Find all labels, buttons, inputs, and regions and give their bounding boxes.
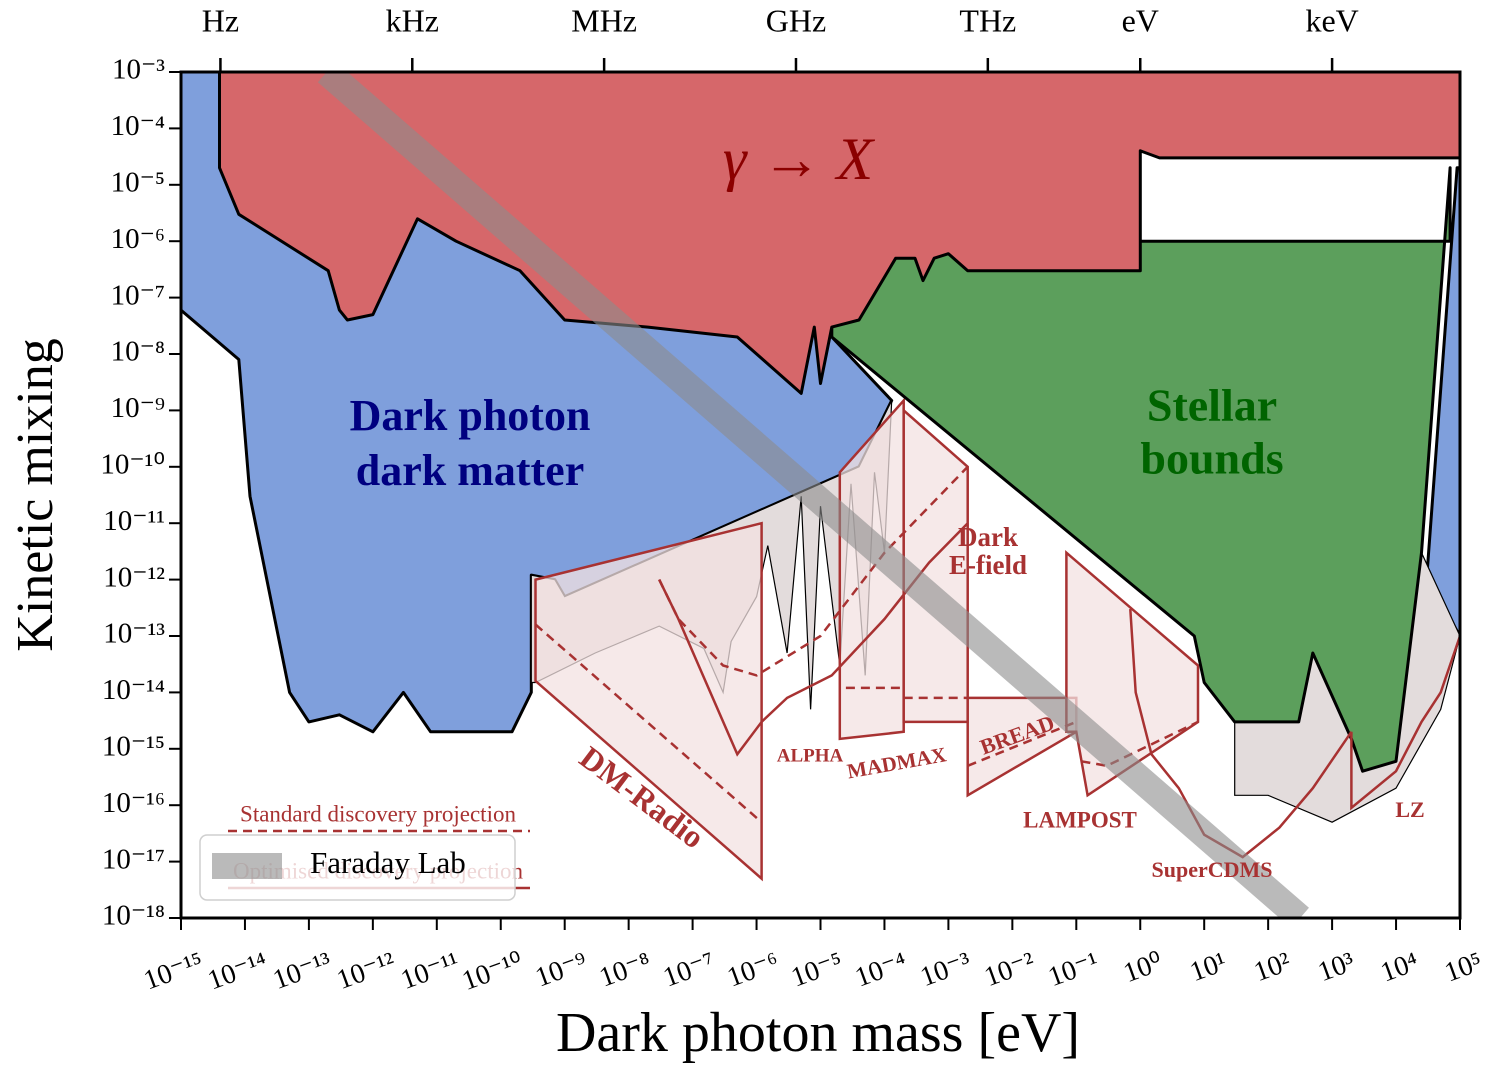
y-tick-label: 10⁻⁶: [111, 223, 165, 255]
y-tick-label: 10⁻¹⁶: [102, 787, 165, 819]
x-tick-label: 10⁻¹⁴: [204, 946, 272, 996]
y-tick-label: 10⁻⁸: [111, 336, 165, 368]
y-tick-label: 10⁻¹⁴: [102, 674, 165, 706]
region: [967, 720, 1077, 767]
x-tick-label: 10⁻⁸: [595, 946, 655, 993]
top-tick-label: kHz: [386, 2, 439, 38]
x-tick-label: 10⁻⁹: [531, 946, 591, 993]
y-tick-label: 10⁻⁷: [111, 279, 165, 311]
y-tick-label: 10⁻³: [112, 54, 165, 86]
x-tick-label: 10⁻¹: [1044, 946, 1103, 993]
y-tick-label: 10⁻¹⁵: [102, 730, 165, 762]
annotation: LAMPOST: [1023, 807, 1137, 832]
annotation: SuperCDMS: [1151, 857, 1272, 882]
region: [1350, 635, 1460, 811]
annotation: LZ: [1395, 797, 1424, 822]
x-tick-label: 10⁰: [1119, 946, 1166, 989]
x-tick-label: 10⁻¹⁰: [458, 946, 527, 996]
annotation: ALPHA: [777, 745, 844, 766]
x-tick-label: 10⁵: [1440, 946, 1486, 988]
region: [534, 521, 763, 882]
region: [1081, 720, 1199, 768]
x-tick-label: 10⁻⁶: [723, 946, 783, 993]
x-tick-label: 10⁻¹⁵: [140, 946, 208, 996]
y-tick-label: 10⁻¹³: [103, 618, 165, 650]
annotation: Stellar: [1147, 380, 1277, 431]
top-tick-label: keV: [1305, 2, 1358, 38]
annotation: bounds: [1140, 433, 1283, 484]
top-tick-label: THz: [959, 2, 1016, 38]
x-tick-label: 10⁴: [1377, 946, 1423, 988]
x-tick-label: 10⁻²: [980, 946, 1039, 993]
y-tick-label: 10⁻¹⁰: [100, 448, 165, 480]
annotation: Dark photon: [350, 391, 591, 440]
legend-label: Standard discovery projection: [240, 801, 516, 826]
y-tick-label: 10⁻⁵: [111, 166, 165, 198]
x-tick-label: 10⁻⁵: [787, 946, 847, 993]
annotation: E-field: [949, 550, 1027, 580]
y-tick-label: 10⁻¹¹: [103, 505, 165, 537]
x-tick-label: 10²: [1250, 946, 1295, 988]
legend-swatch: [212, 853, 282, 879]
x-tick-label: 10³: [1314, 946, 1359, 988]
y-tick-label: 10⁻⁹: [111, 392, 165, 424]
annotation: dark matter: [356, 446, 585, 495]
region: [218, 72, 1460, 395]
y-tick-label: 10⁻¹⁸: [102, 900, 165, 932]
x-tick-label: 10¹: [1186, 946, 1231, 988]
y-tick-label: 10⁻¹²: [103, 561, 165, 593]
data-layer: [181, 72, 1460, 918]
annotation: Dark: [958, 522, 1018, 552]
region: [830, 166, 1452, 773]
top-tick-label: GHz: [766, 2, 826, 38]
y-tick-label: 10⁻⁴: [111, 110, 165, 142]
legend-label: Faraday Lab: [310, 845, 466, 880]
legend-box: [199, 834, 516, 901]
x-axis-label: Dark photon mass [eV]: [556, 1002, 1080, 1064]
x-tick-label: 10⁻³: [916, 946, 975, 993]
x-tick-label: 10⁻¹³: [269, 946, 336, 996]
band: [317, 72, 1309, 918]
region: [534, 623, 763, 824]
x-tick-label: 10⁻¹²: [333, 946, 400, 996]
top-tick-label: eV: [1122, 2, 1159, 38]
y-tick-label: 10⁻¹⁷: [102, 843, 165, 875]
x-tick-label: 10⁻⁴: [851, 946, 911, 993]
x-tick-label: 10⁻⁷: [659, 946, 719, 993]
top-tick-label: Hz: [202, 2, 239, 38]
y-axis-label: Kinetic mixing: [7, 338, 64, 651]
top-tick-label: MHz: [571, 2, 637, 38]
annotation: γ → X: [723, 126, 876, 192]
x-tick-label: 10⁻¹¹: [397, 946, 464, 996]
